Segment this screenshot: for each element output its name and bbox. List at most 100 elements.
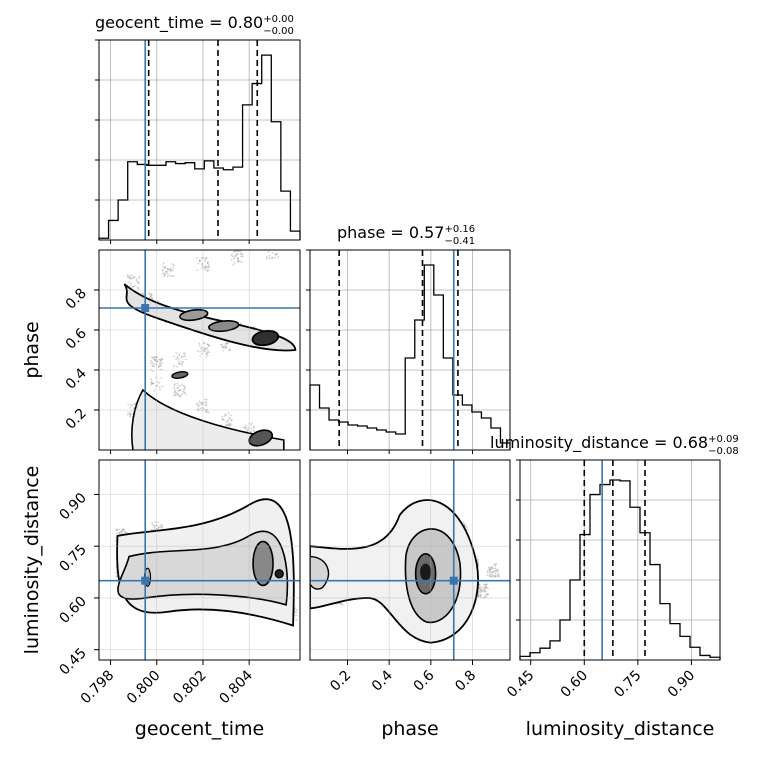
sample-point [129,277,132,280]
sample-point [173,394,175,397]
sample-point [118,532,120,534]
sample-point [234,255,237,258]
sample-point [481,589,483,592]
sample-point [494,569,497,572]
sample-point [151,361,154,364]
sample-point [181,355,183,358]
sample-point [241,255,244,258]
sample-point [223,346,226,349]
sample-point [153,362,156,365]
sample-point [159,524,162,527]
sample-point [479,594,482,597]
sample-point [233,250,236,253]
x-tick-label-geocent_time: 0.804 [216,667,256,707]
sample-point [154,358,157,361]
sample-point [162,265,165,267]
sample-point [150,293,153,296]
sample-point [477,594,480,597]
sample-point [230,424,233,426]
sample-point [179,385,182,387]
sample-point [173,384,176,387]
sample-point [224,347,227,349]
density-contents [115,498,298,627]
sample-point [165,271,168,273]
sample-point [161,361,163,364]
sample-point [205,257,208,260]
sample-point [176,356,179,358]
sample-point [253,425,255,428]
y-tick-label-phase: 0.6 [63,325,90,352]
sample-point [339,602,341,605]
histogram-step-phase [309,264,511,450]
sample-point [135,278,138,280]
sample-point [123,529,126,532]
sample-point [221,346,224,349]
sample-point [164,266,167,269]
sample-point [172,266,175,269]
sample-point [183,391,186,394]
sample-point [203,347,206,350]
sample-point [240,261,243,263]
sample-point [129,276,132,279]
sample-point [225,424,227,426]
title-lower-error: −0.08 [708,446,739,457]
sample-point [151,382,154,385]
sample-point [490,566,493,568]
title-upper-error: +0.16 [444,224,475,235]
sample-point [483,589,486,592]
sample-point [157,300,159,302]
sample-point [158,358,161,361]
sample-point [177,390,180,392]
sample-point [239,250,241,253]
sample-point [205,398,208,401]
sample-point [478,587,481,590]
sample-point [178,362,181,365]
sample-point [181,393,184,396]
sample-point [496,572,499,574]
x-tick-label-geocent_time: 0.800 [124,668,164,708]
sample-point [177,386,179,389]
sample-point [199,259,201,262]
sample-point [226,342,229,345]
sample-point [203,408,206,410]
sample-point [122,528,125,531]
sample-point [163,272,166,275]
sample-point [233,262,236,264]
sample-point [149,296,152,299]
sample-point [149,359,152,362]
sample-point [180,360,183,363]
sample-point [206,269,209,272]
sample-point [491,576,493,578]
sample-point [154,385,157,387]
truth-marker [141,304,150,312]
sample-point [116,529,119,532]
sample-point [481,586,484,589]
sample-point [183,352,186,355]
sample-point [250,427,253,430]
sample-point [165,270,168,273]
sample-point [201,401,204,404]
sample-point [250,422,253,424]
sample-point [207,344,210,346]
sample-point [200,352,203,355]
sample-point [201,267,204,270]
sample-point [205,403,208,406]
sample-point [465,526,468,529]
sample-point [121,530,124,533]
sample-point [161,526,163,528]
sample-point [221,418,224,421]
sample-point [229,423,232,425]
sample-point [172,275,175,278]
sample-point [236,253,239,256]
sample-point [228,349,231,352]
sample-point [129,413,132,416]
sample-point [153,389,156,392]
sample-point [274,254,277,256]
contour-core [251,329,280,347]
sample-point [165,270,167,273]
y-tick-label-luminosity_distance: 0.90 [56,490,89,523]
sample-point [229,414,232,417]
sample-point [141,292,144,295]
sample-point [129,284,132,287]
sample-point [486,583,488,586]
